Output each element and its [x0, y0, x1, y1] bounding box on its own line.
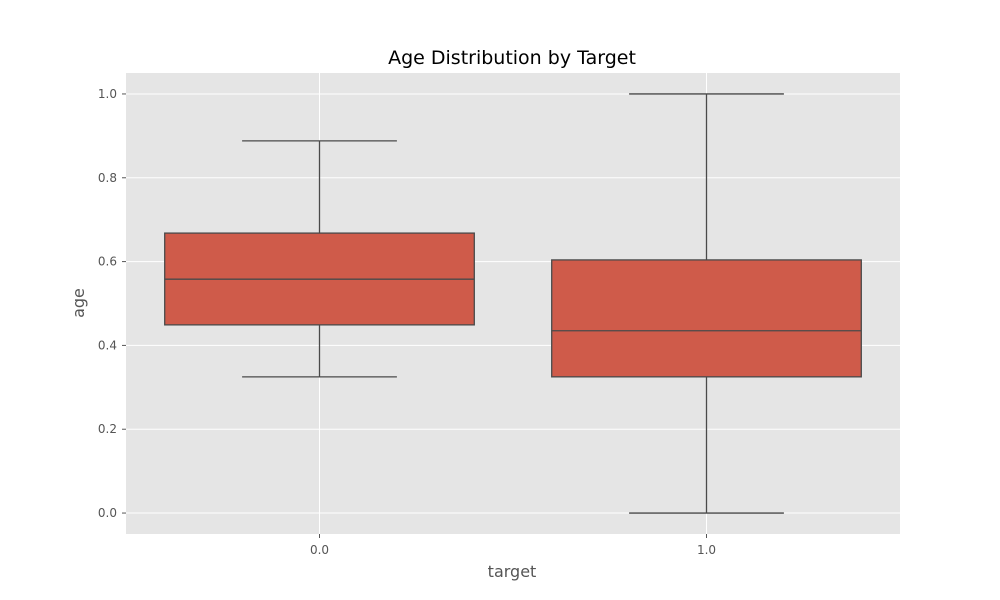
x-tick-label: 1.0 — [697, 543, 716, 557]
y-axis-label: age — [69, 288, 88, 318]
y-tick-label: 0.0 — [98, 506, 117, 520]
y-tick-label: 0.8 — [98, 171, 117, 185]
y-tick-label: 0.6 — [98, 255, 117, 269]
y-tick-label: 0.4 — [98, 338, 117, 352]
box-iqr — [551, 259, 862, 378]
x-axis-label: target — [488, 562, 537, 581]
x-axis-ticks: 0.0 1.0 — [310, 534, 716, 557]
box-group — [551, 93, 862, 514]
y-tick-label: 1.0 — [98, 87, 117, 101]
y-tick-label: 0.2 — [98, 422, 117, 436]
chart-title: Age Distribution by Target — [388, 47, 636, 69]
y-axis-ticks: 0.0 0.2 0.4 0.6 0.8 1.0 — [98, 87, 126, 520]
box-group — [164, 140, 475, 378]
x-tick-label: 0.0 — [310, 543, 329, 557]
boxes-layer — [164, 93, 862, 514]
